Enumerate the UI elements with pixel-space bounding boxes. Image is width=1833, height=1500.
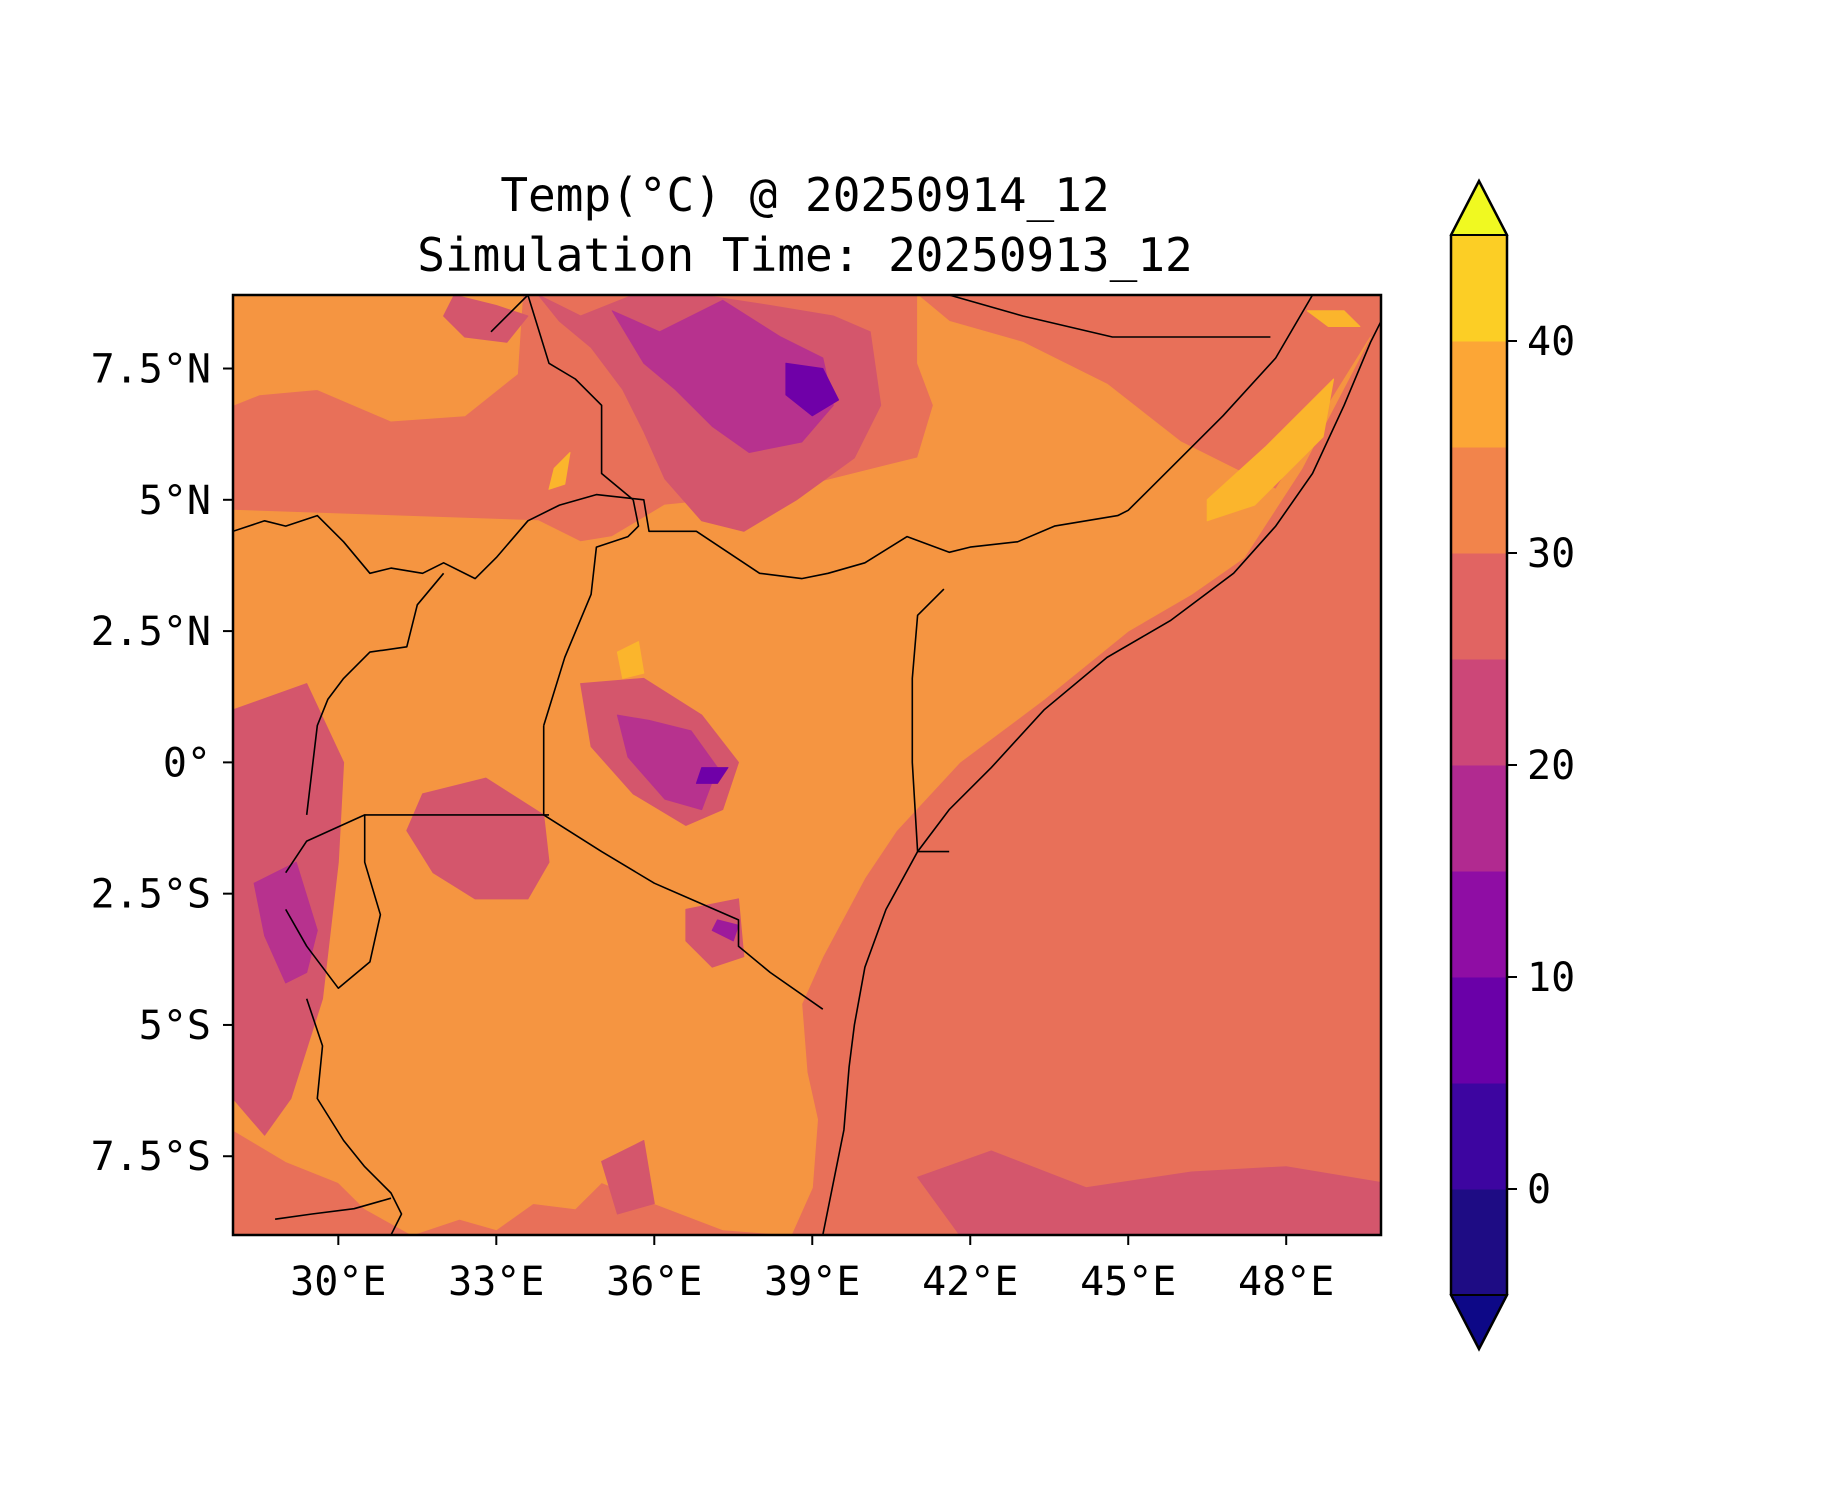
temperature-field bbox=[233, 295, 1381, 1235]
border-line bbox=[948, 295, 1271, 338]
temp-region-15_20 bbox=[611, 299, 834, 453]
temp-region-30_35 bbox=[233, 295, 1371, 1235]
x-tick-label: 30°E bbox=[290, 1259, 386, 1305]
x-tick-label: 33°E bbox=[448, 1259, 544, 1305]
temp-region-20_25 bbox=[406, 777, 550, 900]
longitude-axis: 30°E 33°E 36°E 39°E 42°E 45°E 48°E bbox=[290, 1235, 1334, 1305]
temp-region-20_25 bbox=[601, 1140, 655, 1215]
temp-region-20_25 bbox=[443, 295, 529, 343]
coastline bbox=[822, 320, 1381, 1235]
x-tick-label: 48°E bbox=[1238, 1259, 1334, 1305]
colorbar-bin bbox=[1451, 447, 1507, 554]
y-tick-label: 0° bbox=[163, 740, 211, 786]
map-title-line-2: Simulation Time: 20250913_12 bbox=[417, 228, 1193, 282]
border-line bbox=[542, 725, 549, 816]
y-tick-label: 5°N bbox=[139, 478, 211, 524]
temp-region-15_20 bbox=[253, 861, 318, 984]
colorbar-bin bbox=[1451, 765, 1507, 872]
colorbar-bin bbox=[1451, 235, 1507, 342]
colorbar-tick-label: 10 bbox=[1527, 955, 1575, 1001]
colorbar-tick-label: 0 bbox=[1527, 1167, 1551, 1213]
colorbar-over-arrow bbox=[1449, 178, 1509, 236]
border-line bbox=[274, 1197, 392, 1220]
y-tick-label: 5°S bbox=[139, 1003, 211, 1049]
country-borders bbox=[233, 295, 1381, 1235]
x-tick-label: 36°E bbox=[606, 1259, 702, 1305]
y-tick-label: 2.5°S bbox=[91, 872, 211, 918]
temp-region-35_40 bbox=[1206, 378, 1335, 522]
colorbar-tick-label: 30 bbox=[1527, 531, 1575, 577]
x-tick-label: 42°E bbox=[922, 1259, 1018, 1305]
map-frame bbox=[231, 293, 1383, 1237]
temp-region-20_25 bbox=[917, 1150, 1381, 1235]
border-line bbox=[543, 814, 824, 1010]
border-line bbox=[542, 499, 640, 726]
temp-region-35_40 bbox=[548, 452, 571, 490]
colorbar-bin bbox=[1451, 341, 1507, 448]
border-line bbox=[490, 295, 634, 501]
colorbar-bin bbox=[1451, 659, 1507, 766]
temp-region-10_15 bbox=[711, 919, 739, 942]
colorbar: 0 10 20 30 40 bbox=[1449, 178, 1575, 1352]
temp-region-35_40 bbox=[616, 641, 645, 679]
border-line bbox=[911, 588, 945, 852]
colorbar-bin bbox=[1451, 553, 1507, 660]
temp-region-15_20 bbox=[616, 714, 718, 811]
border-line bbox=[285, 814, 382, 990]
colorbar-outline bbox=[1449, 178, 1509, 1352]
colorbar-tick-label: 20 bbox=[1527, 743, 1575, 789]
x-tick-label: 45°E bbox=[1080, 1259, 1176, 1305]
border-line bbox=[305, 572, 445, 815]
colorbar-bin bbox=[1451, 1083, 1507, 1190]
colorbar-bin bbox=[1451, 1189, 1507, 1296]
colorbar-bin bbox=[1451, 977, 1507, 1084]
x-tick-label: 39°E bbox=[764, 1259, 860, 1305]
map-title-line-1: Temp(°C) @ 20250914_12 bbox=[500, 168, 1110, 222]
colorbar-bin bbox=[1451, 871, 1507, 978]
colorbar-under-arrow bbox=[1449, 1294, 1509, 1352]
y-tick-label: 2.5°N bbox=[91, 609, 211, 655]
temp-region-5_10 bbox=[785, 362, 840, 417]
latitude-axis: 7.5°N 5°N 2.5°N 0° 2.5°S 5°S 7.5°S bbox=[91, 347, 233, 1180]
y-tick-label: 7.5°S bbox=[91, 1134, 211, 1180]
border-line bbox=[305, 998, 403, 1235]
y-tick-label: 7.5°N bbox=[91, 347, 211, 393]
temp-region-5_10 bbox=[695, 767, 729, 784]
temp-region-35_40 bbox=[1306, 310, 1361, 327]
colorbar-tick-label: 40 bbox=[1527, 319, 1575, 365]
border-line bbox=[233, 295, 1314, 580]
